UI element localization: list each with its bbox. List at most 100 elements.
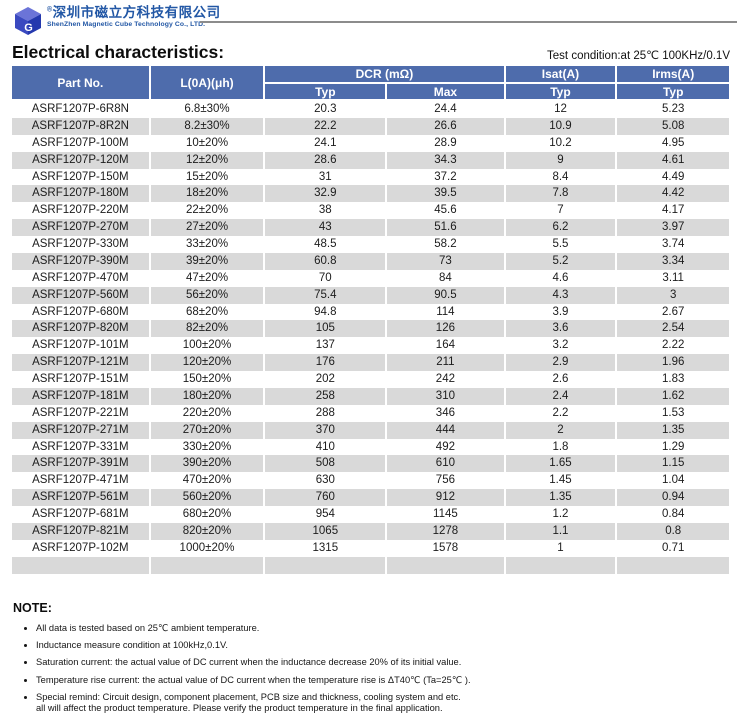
table-cell: 610 (385, 455, 505, 473)
table-cell: ASRF1207P-270M (32, 221, 129, 234)
table-row: ASRF1207P-391M 390±20% 508 610 1.65 1.15 (12, 455, 729, 473)
table-cell: 1 (503, 539, 617, 557)
table-cell: ASRF1207P-561M (32, 491, 129, 504)
table-cell: 202 (263, 371, 387, 388)
table-row: ASRF1207P-821M 820±20% 1065 1278 1.1 0.8 (12, 522, 729, 540)
table-cell: 1.29 (615, 438, 729, 456)
table-cell: 12 (503, 100, 617, 118)
table-cell: 3 (615, 286, 729, 304)
table-cell: ASRF1207P-681M (32, 508, 129, 520)
table-cell: 58.2 (385, 236, 505, 253)
table-cell: 9 (503, 151, 617, 169)
table-cell: 3.2 (503, 337, 617, 355)
table-cell: 105 (263, 320, 387, 338)
table-cell: ASRF1207P-221M (32, 406, 129, 419)
table-row: ASRF1207P-271M 270±20% 370 444 2 1.35 (12, 421, 729, 439)
table-cell: 176 (263, 354, 387, 371)
table-cell: 2.54 (615, 320, 729, 338)
table-cell: 1.96 (615, 354, 729, 371)
table-cell: ASRF1207P-330M (32, 238, 129, 250)
table-cell: 1000±20% (148, 539, 265, 557)
table-cell: ASRF1207P-680M (32, 305, 129, 318)
table-cell: 51.6 (385, 219, 505, 236)
table-cell (148, 556, 265, 574)
table-cell: ASRF1207P-180M (32, 187, 129, 200)
table-cell: 164 (385, 337, 505, 355)
table-cell: 410 (263, 438, 387, 456)
table-row: ASRF1207P-100M 10±20% 24.1 28.9 10.2 4.95 (12, 134, 729, 152)
table-cell: 8.2±30% (148, 117, 265, 135)
table-cell: ASRF1207P-100M (32, 136, 129, 149)
table-cell: 0.71 (615, 539, 729, 557)
table-cell: 6.8±30% (148, 100, 265, 118)
table-cell: 47±20% (148, 269, 265, 287)
table-cell: 1.65 (503, 455, 617, 473)
title-row: Electrical characteristics: Test conditi… (12, 42, 730, 63)
table-row: ASRF1207P-221M 220±20% 288 346 2.2 1.53 (12, 404, 729, 422)
table-cell: 470±20% (148, 472, 265, 490)
table-cell: 3.9 (503, 303, 617, 321)
note-section: NOTE: All data is tested based on 25℃ am… (13, 601, 653, 721)
table-cell: 1.2 (503, 506, 617, 523)
table-cell: ASRF1207P-471M (32, 474, 129, 487)
table-cell: 22.2 (263, 117, 387, 135)
table-cell: 37.2 (385, 168, 505, 186)
note-item: Saturation current: the actual value of … (36, 657, 653, 669)
table-cell: 180±20% (148, 387, 265, 405)
table-cell: 27±20% (148, 219, 265, 236)
table-cell: 15±20% (148, 168, 265, 186)
table-cell: 330±20% (148, 438, 265, 456)
table-cell: 126 (385, 320, 505, 338)
table-cell: 3.74 (615, 236, 729, 253)
col-header-irms-typ: Typ (615, 82, 729, 101)
table-cell: 1.62 (615, 387, 729, 405)
col-header-dcr-max: Max (385, 82, 506, 101)
table-cell: 5.2 (503, 252, 617, 270)
electrical-characteristics-table: Part No. L(0A)(μh) DCR (mΩ) Isat(A) Irms… (12, 66, 729, 574)
table-cell: 2.67 (615, 303, 729, 321)
table-cell: 211 (385, 354, 505, 371)
table-cell: 26.6 (385, 117, 505, 135)
table-cell: 48.5 (263, 236, 387, 253)
table-cell (263, 556, 387, 574)
table-cell: 2.4 (503, 387, 617, 405)
table-cell: ASRF1207P-220M (32, 204, 129, 217)
table-cell: 310 (385, 387, 505, 405)
table-cell: 1.35 (503, 489, 617, 506)
brand-name-cn: ®深圳市磁立方科技有限公司 (47, 5, 221, 20)
table-cell: 0.84 (615, 506, 729, 523)
table-cell: ASRF1207P-120M (32, 153, 129, 166)
table-cell (615, 556, 729, 574)
table-cell: ASRF1207P-821M (32, 524, 129, 537)
table-cell: 1.35 (615, 421, 729, 439)
table-cell: 24.1 (263, 134, 387, 152)
table-cell: 390±20% (148, 455, 265, 473)
table-cell: 1.45 (503, 472, 617, 490)
registered-mark: ® (47, 6, 53, 14)
table-row: ASRF1207P-181M 180±20% 258 310 2.4 1.62 (12, 387, 729, 405)
table-cell: 1.8 (503, 438, 617, 456)
table-cell: 288 (263, 404, 387, 422)
table-cell: ASRF1207P-151M (32, 373, 129, 385)
table-cell: 2.2 (503, 404, 617, 422)
table-cell: 43 (263, 219, 387, 236)
col-header-inductance: L(0A)(μh) (148, 66, 266, 101)
table-row: ASRF1207P-330M 33±20% 48.5 58.2 5.5 3.74 (12, 236, 729, 253)
table-cell: 258 (263, 387, 387, 405)
table-cell: 60.8 (263, 252, 387, 270)
table-row: ASRF1207P-680M 68±20% 94.8 114 3.9 2.67 (12, 303, 729, 321)
table-cell: ASRF1207P-390M (32, 254, 129, 267)
table-cell: 12±20% (148, 151, 265, 169)
table-cell (12, 557, 150, 574)
table-cell: 24.4 (385, 100, 505, 118)
table-cell: 10±20% (148, 134, 265, 152)
table-cell: 0.94 (615, 489, 729, 506)
table-cell: 4.42 (615, 185, 729, 203)
table-cell: 68±20% (148, 303, 265, 321)
table-row: ASRF1207P-681M 680±20% 954 1145 1.2 0.84 (12, 506, 729, 523)
table-cell: ASRF1207P-391M (32, 457, 129, 470)
table-cell: 7.8 (503, 185, 617, 203)
table-cell: 75.4 (263, 286, 387, 304)
table-cell: 100±20% (148, 337, 265, 355)
